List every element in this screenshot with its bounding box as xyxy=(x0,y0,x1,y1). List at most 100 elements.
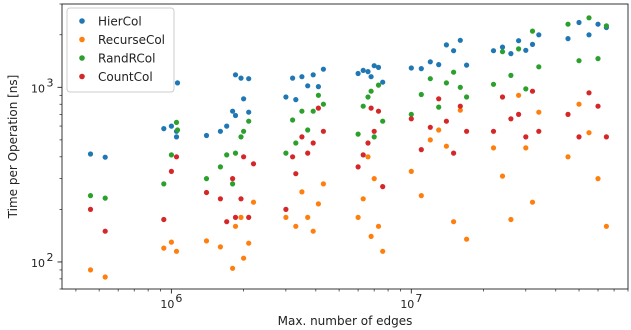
data-point xyxy=(576,19,582,26)
data-point xyxy=(371,134,377,140)
data-point xyxy=(457,37,463,43)
data-point xyxy=(168,168,174,174)
data-point xyxy=(516,38,522,44)
data-point xyxy=(230,265,236,271)
data-point xyxy=(523,145,529,151)
data-point xyxy=(536,64,542,70)
data-point xyxy=(499,94,506,100)
data-point xyxy=(418,193,424,199)
data-point xyxy=(371,128,377,134)
data-point xyxy=(102,228,108,234)
data-point xyxy=(217,244,223,250)
data-point xyxy=(161,126,167,132)
data-point xyxy=(408,65,414,71)
data-point xyxy=(436,104,442,110)
data-point xyxy=(516,46,522,52)
data-point xyxy=(173,119,180,125)
data-point xyxy=(232,214,239,220)
data-point xyxy=(360,196,366,202)
y-axis-label: Time per Operation [ns] xyxy=(6,75,20,220)
y-tick-exponent: 3 xyxy=(47,76,54,89)
data-point xyxy=(246,240,252,246)
data-point xyxy=(529,199,536,205)
data-point xyxy=(283,150,289,156)
x-tick-exponent: 7 xyxy=(415,292,422,305)
data-point xyxy=(365,154,371,160)
data-point xyxy=(173,134,180,140)
data-point xyxy=(490,81,497,87)
data-point xyxy=(427,124,433,130)
data-point xyxy=(87,206,94,212)
data-point xyxy=(173,154,180,160)
data-point xyxy=(310,72,316,78)
data-point xyxy=(217,164,223,170)
data-point xyxy=(490,48,497,54)
data-point xyxy=(451,48,457,54)
data-point xyxy=(464,128,470,134)
data-point xyxy=(315,105,321,111)
data-point xyxy=(305,127,311,133)
data-point xyxy=(203,189,210,196)
data-point xyxy=(443,143,449,149)
data-point xyxy=(457,84,463,90)
data-point xyxy=(436,62,442,68)
data-point xyxy=(310,108,316,114)
data-point xyxy=(490,128,497,134)
data-point xyxy=(355,164,361,170)
data-point xyxy=(464,62,470,68)
data-point xyxy=(371,63,377,69)
data-point xyxy=(586,130,592,136)
data-point xyxy=(490,145,497,151)
data-point xyxy=(102,274,108,280)
data-point xyxy=(536,32,542,38)
minor-ticks xyxy=(59,3,629,292)
data-point xyxy=(232,112,239,119)
data-point xyxy=(217,128,223,134)
legend-label: RecurseCol xyxy=(98,33,165,47)
legend-box xyxy=(66,7,175,93)
data-point xyxy=(529,88,536,94)
data-point xyxy=(516,92,522,98)
data-point xyxy=(408,111,414,117)
data-point xyxy=(380,118,386,124)
data-point xyxy=(380,248,386,254)
data-point xyxy=(241,154,247,160)
data-point xyxy=(315,201,321,207)
data-point xyxy=(523,134,529,140)
plot-area: 10 6 10 710 210 3 xyxy=(31,3,629,311)
data-point xyxy=(238,196,244,202)
series-recursecol xyxy=(87,92,610,280)
data-point xyxy=(586,32,592,38)
legend-marker xyxy=(79,18,85,24)
y-tick-label: 10 xyxy=(31,257,45,270)
data-point xyxy=(299,134,305,140)
data-point xyxy=(536,109,542,115)
data-point xyxy=(232,72,239,78)
data-point xyxy=(418,66,424,72)
data-point xyxy=(320,66,326,72)
data-point xyxy=(217,196,223,202)
legend-marker xyxy=(79,73,85,80)
data-point xyxy=(241,255,247,261)
data-point xyxy=(360,152,366,158)
data-point xyxy=(368,233,374,239)
data-point xyxy=(246,118,252,124)
data-point xyxy=(161,181,167,187)
x-tick-label: 10 xyxy=(160,298,174,311)
data-point xyxy=(320,101,326,107)
data-point xyxy=(565,21,571,27)
legend-label: HierCol xyxy=(98,15,142,29)
data-point xyxy=(436,127,442,133)
legend-label: CountCol xyxy=(98,70,153,84)
data-point xyxy=(293,140,299,146)
data-point xyxy=(290,154,296,160)
data-point xyxy=(232,150,239,156)
data-point xyxy=(174,127,181,133)
data-point xyxy=(576,134,582,140)
data-point xyxy=(299,189,305,195)
data-point xyxy=(603,23,610,29)
data-point xyxy=(283,214,289,220)
data-point xyxy=(418,91,424,98)
data-point xyxy=(443,80,449,86)
data-point xyxy=(375,64,382,70)
